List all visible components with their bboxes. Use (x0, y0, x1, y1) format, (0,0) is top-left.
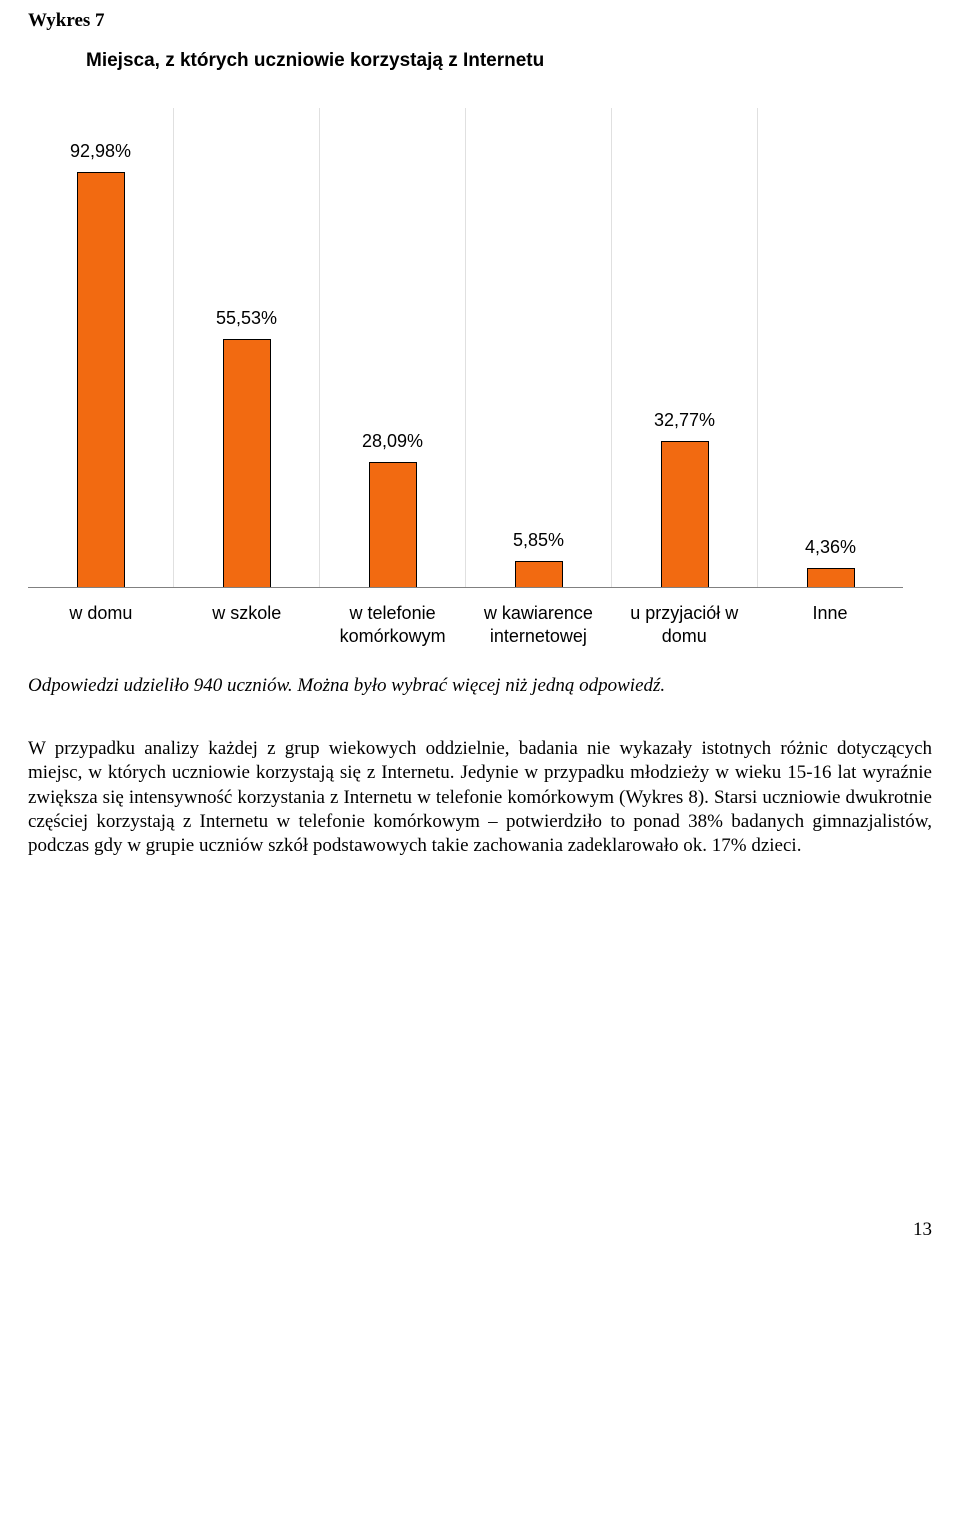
body-paragraph: W przypadku analizy każdej z grup wiekow… (28, 737, 932, 859)
bar-value-label: 55,53% (216, 308, 277, 329)
x-axis-label: w domu (28, 602, 174, 647)
bar-value-label: 5,85% (513, 530, 564, 551)
bar (77, 172, 125, 587)
figure-label: Wykres 7 (28, 10, 932, 32)
bar (369, 462, 417, 587)
bar-value-label: 92,98% (70, 141, 131, 162)
bar-value-label: 4,36% (805, 537, 856, 558)
bar (223, 339, 271, 587)
x-axis-label: w telefonie komórkowym (320, 602, 466, 647)
x-axis-label: w szkole (174, 602, 320, 647)
chart-caption: Odpowiedzi udzieliło 940 uczniów. Można … (28, 675, 932, 697)
chart-column: 55,53% (173, 108, 319, 587)
chart-column: 4,36% (757, 108, 903, 587)
x-axis-label: w kawiarence internetowej (465, 602, 611, 647)
bar-chart: 92,98% 55,53% 28,09% 5,85% 32,77% 4,36% w dom… (28, 108, 903, 647)
bar (515, 561, 563, 587)
x-axis-label: u przyjaciół w domu (611, 602, 757, 647)
chart-column: 92,98% (28, 108, 173, 587)
chart-column: 5,85% (465, 108, 611, 587)
chart-column: 28,09% (319, 108, 465, 587)
x-axis-label: Inne (757, 602, 903, 647)
bar (661, 441, 709, 587)
chart-column: 32,77% (611, 108, 757, 587)
page-number: 13 (28, 1219, 932, 1241)
bar-value-label: 28,09% (362, 431, 423, 452)
chart-title: Miejsca, z których uczniowie korzystają … (86, 50, 932, 72)
bar-value-label: 32,77% (654, 410, 715, 431)
chart-plot-area: 92,98% 55,53% 28,09% 5,85% 32,77% 4,36% (28, 108, 903, 588)
chart-x-axis: w domuw szkolew telefonie komórkowymw ka… (28, 602, 903, 647)
bar (807, 568, 855, 587)
